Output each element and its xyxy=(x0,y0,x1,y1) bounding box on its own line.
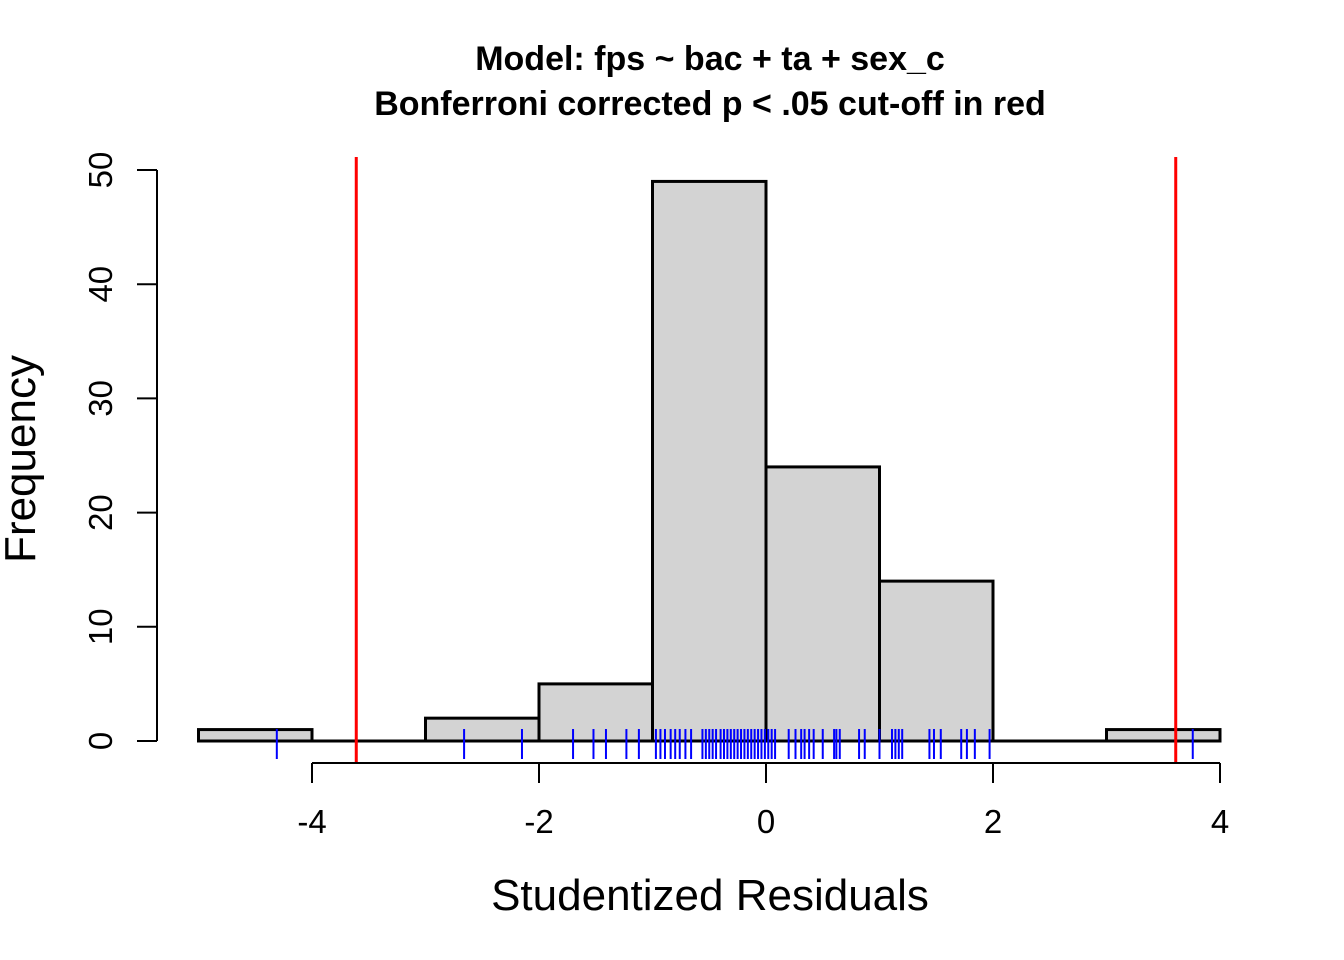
x-axis-label: Studentized Residuals xyxy=(491,871,929,920)
cutoff-lines xyxy=(354,157,1178,763)
histogram-bar xyxy=(764,465,881,743)
y-axis-label: Frequency xyxy=(0,355,45,563)
y-tick-label: 0 xyxy=(82,732,119,750)
x-tick-label: 0 xyxy=(757,803,775,840)
histogram-bars xyxy=(197,179,1222,743)
y-tick-label: 50 xyxy=(82,152,119,189)
x-tick-label: 4 xyxy=(1211,803,1229,840)
x-tick-label: -2 xyxy=(524,803,553,840)
histogram-bar xyxy=(537,682,654,743)
rug-marks xyxy=(275,729,1194,759)
y-tick-label: 10 xyxy=(82,608,119,645)
histogram-bar xyxy=(197,728,314,743)
x-tick-label: 2 xyxy=(984,803,1002,840)
chart-title: Model: fps ~ bac + ta + sex_c xyxy=(475,40,945,78)
x-axis: -4 -2 0 2 4 xyxy=(297,762,1229,840)
histogram-bar xyxy=(651,179,768,743)
histogram-bar xyxy=(878,579,995,743)
chart-subtitle: Bonferroni corrected p < .05 cut-off in … xyxy=(374,85,1046,123)
y-tick-label: 30 xyxy=(82,380,119,417)
y-tick-label: 20 xyxy=(82,494,119,531)
y-tick-label: 40 xyxy=(82,266,119,303)
y-axis: 0 10 20 30 40 50 xyxy=(82,152,158,750)
x-tick-label: -4 xyxy=(297,803,326,840)
histogram-bar xyxy=(1105,728,1222,743)
